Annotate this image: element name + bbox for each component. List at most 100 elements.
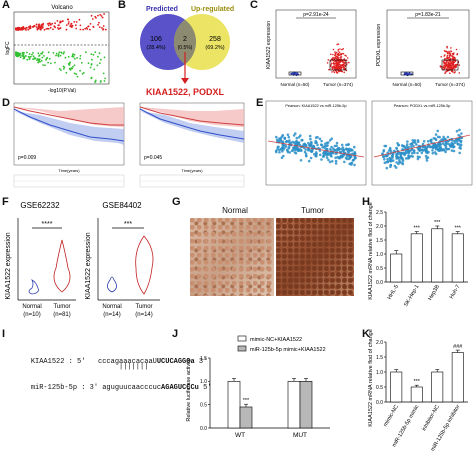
panel-label-a: A [2, 0, 10, 11]
tumor-point [335, 66, 338, 68]
volcano-point [25, 29, 27, 31]
tumor-point [348, 61, 350, 64]
volcano-point [24, 27, 27, 30]
volcano-point [35, 26, 38, 28]
corr-point [280, 156, 284, 159]
tumor-point [330, 64, 332, 66]
volcano-point [97, 55, 99, 58]
tumor-point [449, 68, 451, 71]
corr-point [452, 149, 456, 153]
normal-point [294, 72, 297, 75]
volcano-point [41, 25, 44, 27]
volcano-point [60, 69, 62, 71]
corr-point [287, 135, 291, 139]
tumor-point [331, 71, 333, 73]
km-right: p=0.045 Time(years) [139, 102, 245, 188]
corr-point [383, 144, 386, 148]
corr-point [395, 147, 398, 150]
volcano-point [70, 23, 73, 25]
corr-point [416, 151, 419, 155]
corr-point [438, 149, 441, 152]
corr-point [312, 144, 316, 148]
c-right-pval: p=1.83e-21 [415, 12, 441, 18]
corr-point [348, 156, 351, 160]
tumor-point [334, 57, 336, 59]
corr-point [315, 152, 318, 155]
corr-point [275, 135, 278, 139]
corr-point [450, 149, 454, 152]
volcano-point [15, 51, 18, 54]
i-pairs: ||||||| [119, 363, 149, 371]
y-tick-label: 0.5 [376, 385, 383, 391]
f-right-group-normal: Normal [102, 304, 121, 310]
normal-point [293, 72, 295, 75]
tumor-point [341, 48, 343, 51]
tumor-point [343, 64, 345, 66]
bar [431, 371, 444, 403]
corr-point [309, 156, 313, 160]
tumor-point [449, 65, 451, 68]
corr-point [407, 149, 411, 153]
tumor-point [330, 53, 332, 56]
tumor-point [456, 53, 459, 55]
corr-point [303, 150, 307, 154]
corr-point [321, 146, 324, 149]
tumor-point [452, 53, 455, 56]
corr-point [409, 154, 413, 158]
corr-point [416, 157, 420, 161]
volcano-point [47, 27, 50, 30]
panel-c: C KIAA1522 expression p=2.91e-24 Normal … [250, 0, 474, 95]
corr-point [275, 138, 279, 142]
volcano-point [26, 51, 28, 54]
corr-point [436, 135, 440, 139]
corr-point [436, 129, 439, 133]
corr-point [437, 144, 440, 148]
volcano-point [57, 54, 59, 57]
volcano-point [68, 64, 71, 66]
volcano-point [51, 22, 54, 25]
corr-point [314, 136, 318, 139]
volcano-point [38, 55, 40, 57]
tumor-point [339, 56, 342, 58]
corr-point [460, 132, 463, 135]
x-tick-label: Hep3B [427, 284, 441, 302]
volcano-point [101, 16, 104, 19]
volcano-point [28, 57, 31, 60]
tumor-point [336, 72, 339, 74]
y-tick-label: 0.0 [376, 400, 383, 406]
x-tick-label: inhibitor-NC [421, 404, 441, 432]
volcano-point [97, 14, 99, 17]
normal-point [406, 72, 408, 75]
volcano-point [76, 75, 79, 78]
f-right-tumor-violin [135, 235, 154, 295]
venn-right-pct: (69.2%) [205, 45, 224, 51]
panel-label-b: B [118, 0, 126, 11]
tumor-point [447, 57, 449, 60]
volcano-point [41, 51, 44, 54]
venn-diagram: Predicted Up-regulated 106 (28.4%) 2 (0.… [140, 6, 234, 97]
corr-point [354, 156, 357, 160]
volcano-point [47, 51, 50, 54]
tumor-point [343, 71, 345, 74]
corr-point [315, 141, 318, 144]
volcano-point [89, 66, 92, 69]
corr-point [304, 143, 307, 147]
corr-point [281, 134, 285, 137]
corr-point [310, 142, 313, 145]
tumor-point [332, 70, 335, 72]
corr-point [353, 145, 356, 149]
volcano-xlabel: -log10(P.Val) [48, 88, 76, 94]
c-left-pval: p=2.91e-24 [303, 12, 329, 18]
corr-point [442, 149, 446, 152]
x-tick-label: Huh-7 [449, 284, 462, 300]
corr-point [327, 158, 330, 162]
i-seq1-bold: UCUCAGGGa [156, 358, 195, 366]
corr-point [451, 139, 454, 142]
tumor-point [448, 56, 451, 59]
corr-point [325, 144, 328, 148]
tumor-box [329, 59, 347, 71]
volcano-point [49, 24, 52, 26]
volcano-point [43, 55, 45, 57]
corr-point [430, 141, 433, 144]
panel-label-d: D [2, 97, 10, 109]
